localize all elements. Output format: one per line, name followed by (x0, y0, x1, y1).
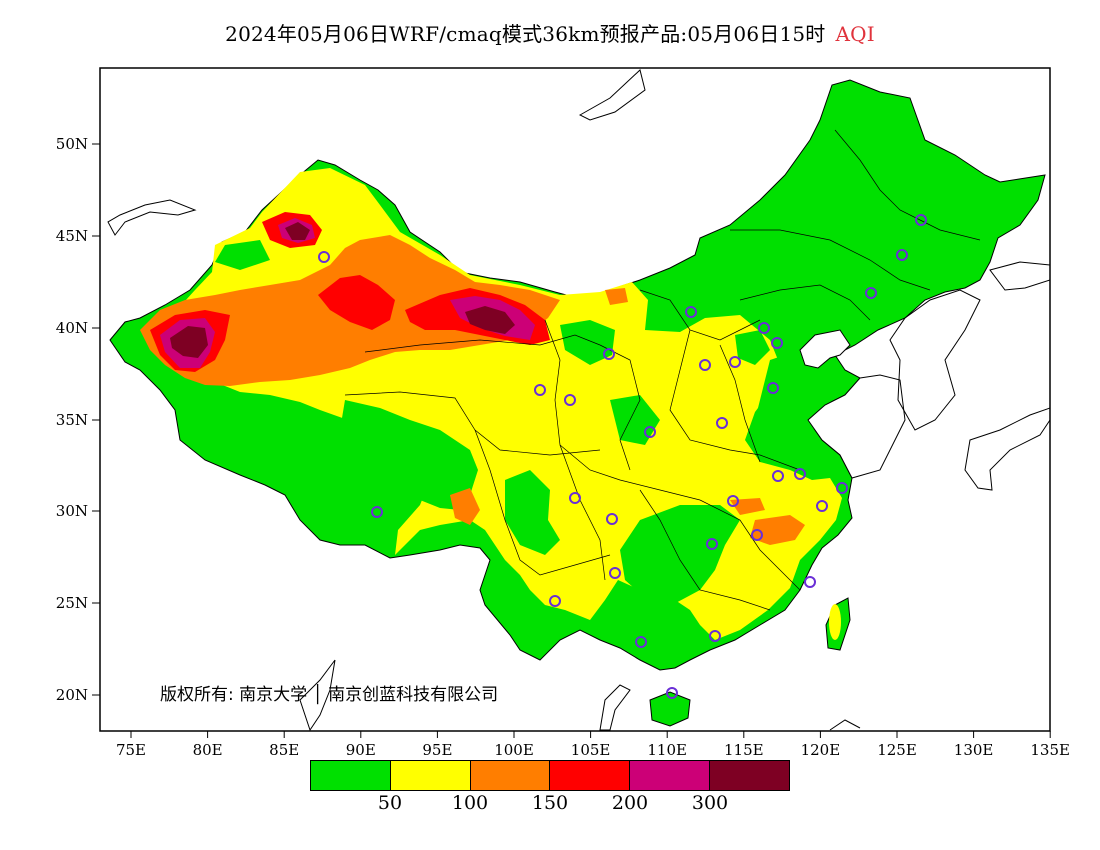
latitude-axis: 50N 45N 40N 35N 30N 25N 20N (56, 135, 100, 704)
map-frame (99, 67, 1051, 732)
aqi-hazardous-zone (170, 222, 515, 358)
legend-label: 100 (451, 792, 489, 814)
aqi-unhealthy-zone (150, 212, 550, 372)
lon-tick-label: 100E (494, 741, 534, 759)
lon-tick-label: 90E (346, 741, 376, 759)
aqi-color-legend (310, 760, 790, 791)
legend-label: 150 (531, 792, 569, 814)
legend-swatch (469, 761, 550, 790)
lon-tick-label: 95E (422, 741, 452, 759)
lon-tick-label: 110E (647, 741, 687, 759)
variable-label: AQI (835, 22, 875, 46)
lat-tick-label: 35N (56, 411, 88, 429)
legend-label: 200 (611, 792, 649, 814)
lat-tick-label: 45N (56, 227, 88, 245)
lat-tick-label: 40N (56, 319, 88, 337)
copyright-notice: 版权所有: 南京大学 │ 南京创蓝科技有限公司 (160, 685, 499, 705)
lon-tick-label: 120E (801, 741, 841, 759)
legend-swatch (629, 761, 710, 790)
map-title: 2024年05月06日WRF/cmaq模式36km预报产品:05月06日15时 A… (0, 18, 1100, 47)
lon-tick-label: 135E (1030, 741, 1070, 759)
lat-tick-label: 25N (56, 594, 88, 612)
lon-tick-label: 80E (193, 741, 223, 759)
bohai-sea (799, 329, 851, 369)
monitoring-stations (318, 214, 927, 699)
longitude-axis: 75E 80E 85E 90E 95E 100E 105E 110E 115E 120E 125E 1… (116, 731, 1070, 759)
legend-swatch (311, 761, 390, 790)
province-borders (344, 129, 981, 611)
lat-tick-label: 50N (56, 135, 88, 153)
lon-tick-label: 130E (954, 741, 994, 759)
legend-swatch (389, 761, 470, 790)
lon-tick-label: 105E (571, 741, 611, 759)
legend-swatch (549, 761, 630, 790)
lon-tick-label: 115E (724, 741, 764, 759)
lat-tick-label: 30N (56, 502, 88, 520)
lon-tick-label: 75E (116, 741, 146, 759)
legend-swatch (709, 761, 789, 790)
lat-tick-label: 20N (56, 686, 88, 704)
legend-label: 50 (377, 792, 403, 814)
legend-label: 300 (691, 792, 729, 814)
hainan-island (649, 691, 691, 727)
lon-tick-label: 125E (877, 741, 917, 759)
neighbor-outlines (107, 69, 1050, 731)
product-title: 2024年05月06日WRF/cmaq模式36km预报产品:05月06日15时 (225, 22, 826, 46)
lon-tick-label: 85E (269, 741, 299, 759)
